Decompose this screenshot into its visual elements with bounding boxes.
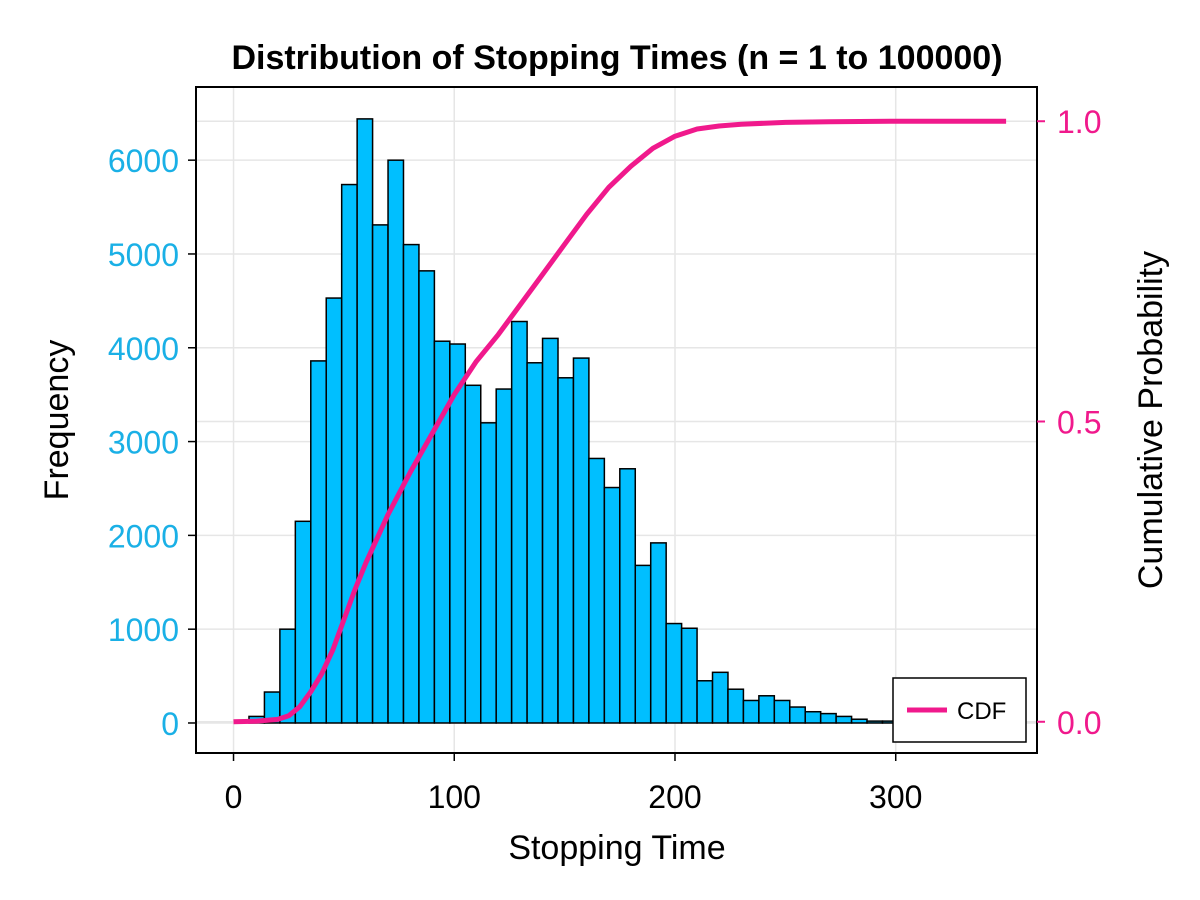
left-y-tick-label: 3000: [108, 425, 179, 461]
histogram-bar: [510, 320, 528, 724]
left-y-tick-label: 4000: [108, 331, 179, 367]
left-y-tick-label: 5000: [108, 237, 179, 273]
histogram-bar: [588, 457, 606, 724]
histogram-bar: [866, 720, 884, 724]
histogram-bar: [603, 486, 621, 724]
x-axis-ticks: 0 100 200 300: [225, 753, 922, 815]
right-y-axis-ticks: 0.0 0.5 1.0: [1037, 104, 1101, 741]
histogram-bar: [758, 695, 776, 724]
x-tick-label: 0: [225, 779, 243, 815]
histogram-bar: [572, 357, 590, 724]
histogram-bar: [696, 680, 714, 724]
legend-cdf-label: CDF: [957, 698, 1006, 725]
cdf-layer: [233, 118, 1007, 725]
histogram-bar: [371, 224, 389, 724]
histogram-bar: [680, 627, 698, 724]
histogram-bar: [479, 422, 497, 724]
legend: CDF: [892, 677, 1027, 743]
histogram-bar: [789, 706, 806, 724]
x-tick-label: 200: [648, 779, 701, 815]
histogram-bar: [433, 340, 451, 724]
histogram-bar: [727, 688, 745, 724]
x-tick-label: 300: [869, 779, 922, 815]
histogram-bar: [619, 468, 637, 724]
cdf-line: [233, 118, 1007, 725]
left-y-tick-label: 6000: [108, 143, 179, 179]
histogram-bar: [649, 542, 667, 724]
histogram-bar: [495, 388, 513, 724]
right-y-tick-label: 1.0: [1057, 104, 1101, 140]
histogram-bar: [356, 118, 374, 724]
histogram-bar: [711, 671, 729, 724]
histogram-bar: [557, 377, 575, 724]
histogram-bar: [634, 564, 652, 724]
left-y-axis-label: Frequency: [38, 340, 76, 501]
left-y-tick-label: 1000: [108, 612, 179, 648]
histogram-bar: [835, 715, 853, 724]
histogram-bar: [804, 710, 822, 724]
left-y-tick-label: 2000: [108, 518, 179, 554]
histogram-bar: [742, 699, 760, 724]
x-tick-label: 100: [428, 779, 481, 815]
histogram-bar: [773, 699, 791, 724]
histogram-bar: [850, 718, 868, 724]
histogram-bar: [387, 159, 405, 724]
histogram-bar: [541, 337, 559, 724]
histogram-bar: [279, 628, 297, 724]
plot-frame: [195, 86, 1038, 754]
right-y-axis-label: Cumulative Probability: [1132, 251, 1170, 589]
histogram-bar: [340, 183, 358, 724]
left-y-axis-ticks: 0 1000 2000 3000 4000 5000 6000: [108, 143, 196, 742]
histogram-bar: [464, 384, 482, 724]
histogram-bar: [526, 362, 544, 724]
histogram-bar: [819, 712, 837, 724]
left-y-tick-label: 0: [161, 706, 179, 742]
right-y-tick-label: 0.0: [1057, 705, 1101, 741]
chart-title: Distribution of Stopping Times (n = 1 to…: [231, 39, 1002, 77]
histogram-bar: [665, 622, 683, 724]
histogram-bar: [418, 270, 436, 724]
x-axis-label: Stopping Time: [508, 829, 725, 867]
right-y-tick-label: 0.5: [1057, 405, 1101, 441]
